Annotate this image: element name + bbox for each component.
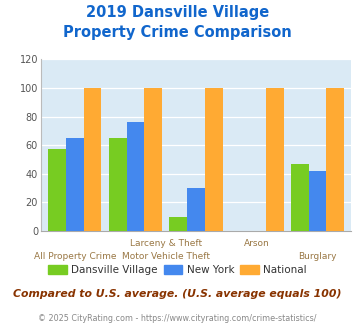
Bar — [326, 88, 344, 231]
Text: Burglary: Burglary — [298, 252, 337, 261]
Bar — [291, 164, 308, 231]
Text: Larceny & Theft: Larceny & Theft — [130, 239, 202, 248]
Bar — [308, 171, 326, 231]
Bar — [144, 88, 162, 231]
Bar — [84, 88, 102, 231]
Legend: Dansville Village, New York, National: Dansville Village, New York, National — [44, 261, 311, 280]
Bar — [169, 217, 187, 231]
Text: Compared to U.S. average. (U.S. average equals 100): Compared to U.S. average. (U.S. average … — [13, 289, 342, 299]
Bar — [109, 138, 127, 231]
Text: Motor Vehicle Theft: Motor Vehicle Theft — [122, 252, 210, 261]
Text: Property Crime Comparison: Property Crime Comparison — [63, 25, 292, 40]
Bar — [266, 88, 284, 231]
Bar — [187, 188, 205, 231]
Text: All Property Crime: All Property Crime — [34, 252, 116, 261]
Bar — [66, 138, 84, 231]
Text: © 2025 CityRating.com - https://www.cityrating.com/crime-statistics/: © 2025 CityRating.com - https://www.city… — [38, 314, 317, 323]
Text: Arson: Arson — [244, 239, 270, 248]
Bar — [127, 122, 144, 231]
Bar — [205, 88, 223, 231]
Bar — [48, 149, 66, 231]
Text: 2019 Dansville Village: 2019 Dansville Village — [86, 5, 269, 20]
